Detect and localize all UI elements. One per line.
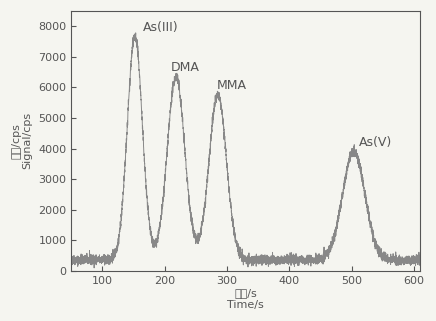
Text: As(V): As(V) [359,136,392,149]
Text: MMA: MMA [217,79,246,92]
Y-axis label: 强度/cps
Signal/cps: 强度/cps Signal/cps [11,112,33,169]
Text: DMA: DMA [171,61,200,74]
X-axis label: 时间/s
Time/s: 时间/s Time/s [228,288,264,310]
Text: As(III): As(III) [143,21,179,34]
